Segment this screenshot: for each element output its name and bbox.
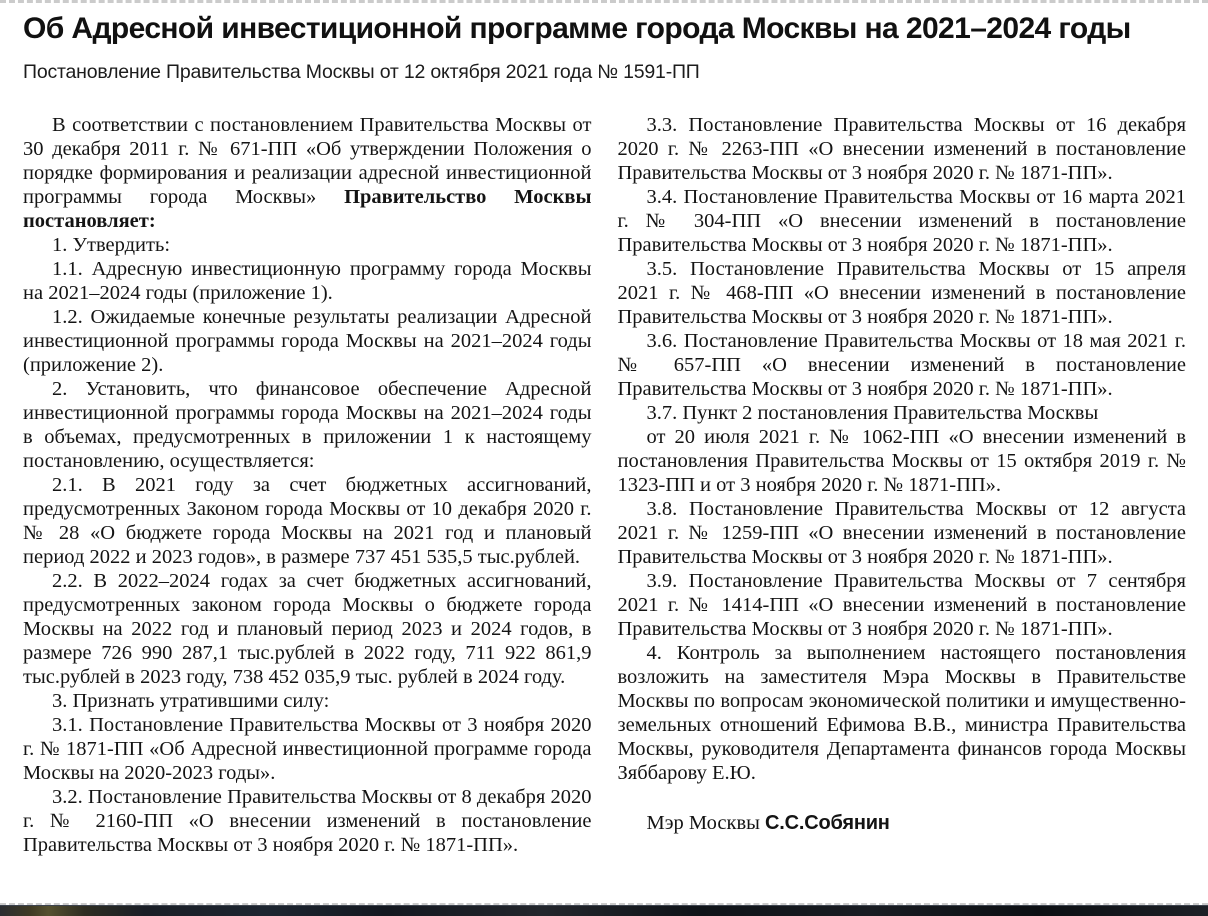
text-segment: 4. Контроль за выполнением настоящего по…: [617, 642, 1187, 784]
paragraph: 3.2. Постановление Правительства Москвы …: [23, 785, 592, 857]
paragraph: 1.2. Ожидаемые конечные результаты реали…: [23, 305, 592, 377]
page-title: Об Адресной инвестиционной программе гор…: [23, 12, 1131, 45]
text-segment: 3.2. Постановление Правительства Москвы …: [23, 786, 592, 856]
text-segment: 2. Установить, что финансовое обеспечени…: [23, 378, 592, 472]
paragraph: 3.9. Постановление Правительства Москвы …: [618, 569, 1187, 641]
document-columns: В соответствии с постановлением Правител…: [23, 113, 1186, 857]
paragraph: 3.1. Постановление Правительства Москвы …: [23, 713, 592, 785]
text-segment: 3.1. Постановление Правительства Москвы …: [23, 714, 592, 784]
bold-text: Правительство Москвы постановляет:: [23, 186, 592, 232]
page-subtitle: Постановление Правительства Москвы от 12…: [23, 61, 700, 83]
text-segment: 1. Утвердить:: [52, 234, 171, 256]
text-segment: 3.4. Постановление Правительства Москвы …: [617, 186, 1187, 256]
bottom-dashed-border: [0, 903, 1208, 906]
text-segment: 3.5. Постановление Правительства Москвы …: [617, 258, 1187, 328]
text-segment: 3.9. Постановление Правительства Москвы …: [617, 570, 1187, 640]
text-segment: В соответствии с постановлением Правител…: [23, 114, 592, 208]
paragraph: 4. Контроль за выполнением настоящего по…: [618, 641, 1187, 785]
paragraph: 3.4. Постановление Правительства Москвы …: [618, 185, 1187, 257]
paragraph: 1. Утвердить:: [23, 233, 592, 257]
paragraph: 3.8. Постановление Правительства Москвы …: [618, 497, 1187, 569]
paragraph: 3. Признать утратившими силу:: [23, 689, 592, 713]
left-column: В соответствии с постановлением Правител…: [23, 113, 592, 857]
paragraph: 3.6. Постановление Правительства Москвы …: [618, 329, 1187, 401]
right-column: 3.3. Постановление Правительства Москвы …: [618, 113, 1187, 857]
text-segment: 1.1. Адресную инвестиционную программу г…: [23, 258, 592, 304]
text-segment: 3.3. Постановление Правительства Москвы …: [617, 114, 1187, 184]
text-segment: 3.7. Пункт 2 постановления Правительства…: [646, 402, 1099, 424]
text-segment: 2.1. В 2021 году за счет бюджетных ассиг…: [23, 474, 592, 568]
paragraph: 2.1. В 2021 году за счет бюджетных ассиг…: [23, 473, 592, 569]
paragraph: 1.1. Адресную инвестиционную программу г…: [23, 257, 592, 305]
paragraph: 3.5. Постановление Правительства Москвы …: [618, 257, 1187, 329]
paragraph: 3.7. Пункт 2 постановления Правительства…: [618, 401, 1187, 425]
paragraph: В соответствии с постановлением Правител…: [23, 113, 592, 233]
paragraph: 2.2. В 2022–2024 годах за счет бюджетных…: [23, 569, 592, 689]
text-segment: 3. Признать утратившими силу:: [52, 690, 330, 712]
signature-name: С.С.Собянин: [765, 812, 890, 834]
text-segment: 3.8. Постановление Правительства Москвы …: [617, 498, 1187, 568]
signature-role: Мэр Москвы: [646, 812, 766, 834]
photo-strip: [0, 905, 1208, 916]
text-segment: от 20 июля 2021 г. № 1062-ПП «О внесении…: [617, 426, 1187, 496]
paragraph: 2. Установить, что финансовое обеспечени…: [23, 377, 592, 473]
text-segment: 1.2. Ожидаемые конечные результаты реали…: [23, 306, 592, 376]
paragraph: 3.3. Постановление Правительства Москвы …: [618, 113, 1187, 185]
paragraph: от 20 июля 2021 г. № 1062-ПП «О внесении…: [618, 425, 1187, 497]
text-segment: 2.2. В 2022–2024 годах за счет бюджетных…: [23, 570, 592, 688]
text-segment: 3.6. Постановление Правительства Москвы …: [617, 330, 1187, 400]
signature-line: Мэр Москвы С.С.Собянин: [618, 811, 1187, 835]
